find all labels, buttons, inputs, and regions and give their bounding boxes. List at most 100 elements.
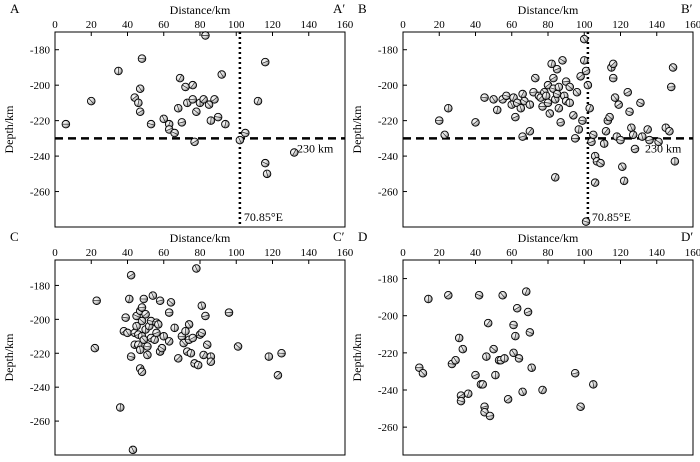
profile-end-label: A′: [333, 1, 345, 16]
y-tick-label: -220: [30, 116, 51, 128]
y-tick-label: -220: [378, 348, 399, 360]
earthquake-event: [570, 369, 580, 378]
y-tick-label: -260: [378, 422, 399, 434]
earthquake-event: [202, 340, 212, 350]
earthquake-event: [444, 291, 453, 300]
earthquake-event: [599, 139, 609, 148]
earthquake-event: [217, 70, 226, 79]
x-axis-title: Distance/km: [170, 3, 231, 17]
x-axis-title: Distance/km: [518, 3, 579, 17]
earthquake-event: [126, 352, 136, 361]
earthquake-event: [233, 342, 243, 351]
y-tick-label: -240: [30, 151, 51, 163]
earthquake-event: [92, 296, 101, 305]
earthquake-event: [643, 125, 652, 134]
y-axis-title: Depth/km: [350, 105, 364, 154]
x-tick-label: 20: [86, 247, 98, 259]
earthquake-event: [164, 308, 174, 317]
y-tick-label: -220: [30, 348, 51, 360]
x-tick-label: 60: [158, 19, 170, 31]
earthquake-event: [139, 294, 149, 304]
x-tick-label: 40: [122, 19, 134, 31]
earthquake-event: [190, 137, 199, 147]
earthquake-event: [188, 95, 197, 104]
x-tick-label: 140: [649, 19, 666, 31]
y-axis-title: Depth/km: [2, 333, 16, 382]
earthquake-event: [157, 343, 167, 353]
earthquake-event: [574, 125, 584, 134]
earthquake-event: [199, 350, 208, 360]
profile-end-label: C′: [333, 229, 345, 244]
y-axis-title: Depth/km: [350, 333, 364, 382]
earthquake-event: [159, 114, 168, 124]
y-tick-label: -180: [378, 274, 399, 286]
earthquake-event: [170, 323, 179, 333]
earthquake-event: [668, 63, 678, 72]
earthquake-event: [502, 91, 511, 101]
earthquake-event: [150, 335, 159, 344]
earthquake-event: [273, 371, 283, 380]
earthquake-event: [570, 134, 580, 143]
x-tick-label: 40: [122, 247, 134, 259]
earthquake-event: [177, 118, 187, 127]
earthquake-event: [86, 96, 96, 106]
x-tick-label: 140: [301, 247, 318, 259]
earthquake-event: [188, 333, 197, 343]
earthquake-event: [596, 158, 605, 168]
earthquake-event: [489, 344, 498, 354]
earthquake-event: [235, 135, 245, 145]
earthquake-event: [478, 380, 488, 389]
earthquake-event: [549, 73, 558, 83]
earthquake-event: [583, 80, 593, 90]
earthquake-event: [224, 308, 234, 317]
profile-start-label: B: [358, 1, 367, 16]
earthquake-event: [543, 98, 553, 108]
earthquake-event: [135, 345, 145, 355]
profile-start-label: C: [10, 229, 19, 244]
earthquake-event: [192, 264, 201, 273]
earthquake-event: [126, 271, 136, 280]
x-tick-label: 160: [685, 247, 700, 259]
earthquake-event: [464, 389, 473, 398]
earthquake-event: [175, 73, 185, 83]
x-tick-label: 40: [470, 19, 482, 31]
earthquake-event: [554, 82, 564, 92]
earthquake-event: [154, 320, 163, 329]
y-tick-label: -200: [30, 314, 51, 326]
earthquake-event: [665, 127, 674, 136]
earthquake-event: [670, 157, 680, 166]
earthquake-event: [193, 360, 203, 370]
y-tick-label: -180: [30, 280, 51, 292]
profile-start-label: D: [358, 229, 367, 244]
earthquake-event: [628, 130, 638, 140]
earthquake-event: [576, 402, 585, 411]
profile-end-label: D′: [681, 229, 693, 244]
earthquake-event: [458, 344, 468, 354]
earthquake-event: [159, 332, 168, 341]
y-tick-label: -200: [378, 80, 399, 92]
x-tick-label: 0: [400, 247, 406, 259]
earthquake-event: [134, 98, 143, 108]
earthquake-event: [565, 98, 575, 108]
earthquake-event: [480, 93, 489, 102]
y-axis-title: Depth/km: [2, 105, 16, 154]
earthquake-event: [545, 109, 555, 118]
earthquake-event: [589, 130, 598, 140]
earthquake-event: [121, 313, 130, 322]
earthquake-event: [206, 116, 216, 125]
x-tick-label: 100: [576, 247, 593, 259]
earthquake-event: [601, 127, 611, 136]
x-tick-label: 100: [228, 247, 245, 259]
earthquake-event: [500, 354, 509, 363]
earthquake-event: [451, 356, 460, 365]
y-tick-label: -220: [378, 116, 399, 128]
y-tick-label: -240: [378, 385, 399, 397]
earthquake-event: [511, 112, 520, 122]
x-tick-label: 160: [337, 19, 354, 31]
earthquake-event: [614, 100, 623, 109]
earthquake-event: [523, 307, 533, 317]
earthquake-event: [565, 82, 575, 92]
x-tick-label: 20: [434, 247, 446, 259]
earthquake-event: [625, 107, 634, 117]
x-tick-label: 20: [434, 19, 446, 31]
